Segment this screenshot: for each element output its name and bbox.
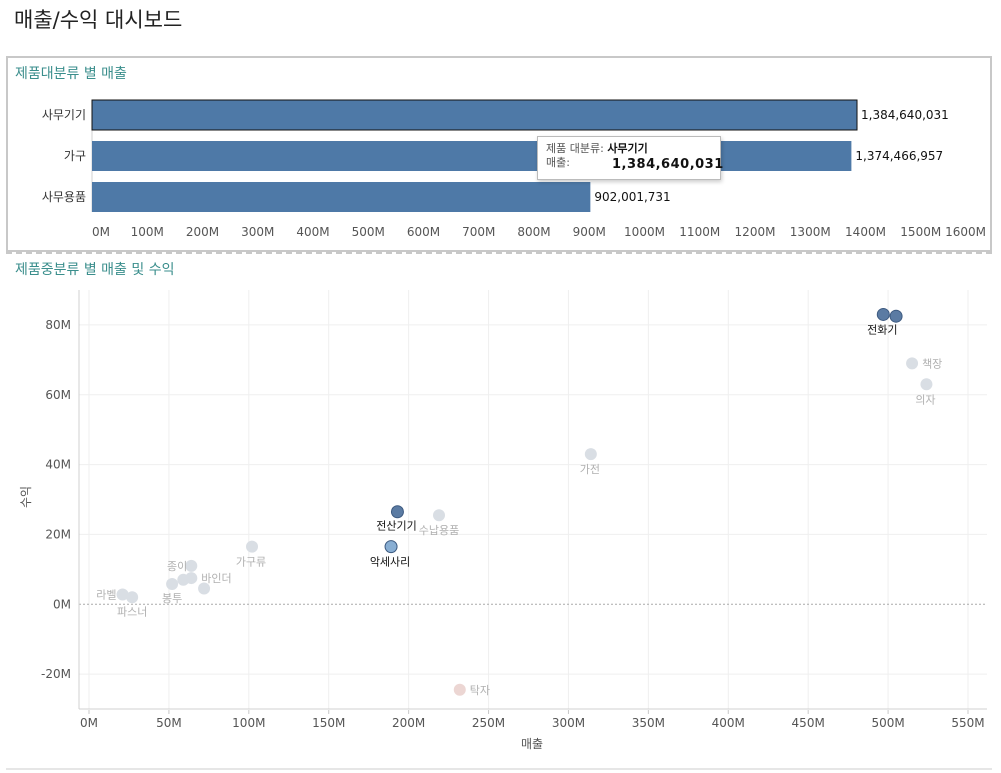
bar-x-tick-label: 1600M: [945, 225, 986, 239]
bar-x-tick-label: 600M: [407, 225, 440, 239]
scatter-x-tick-label: 300M: [552, 716, 585, 730]
bar-x-tick-label: 1200M: [735, 225, 776, 239]
scatter-y-tick-label: -20M: [41, 667, 71, 681]
bottom-border: [6, 768, 992, 770]
scatter-point[interactable]: [198, 582, 211, 595]
scatter-point[interactable]: [390, 505, 404, 519]
scatter-chart-title: 제품중분류 별 매출 및 수익: [15, 262, 175, 278]
bar-x-tick-label: 1100M: [679, 225, 720, 239]
scatter-x-tick-label: 500M: [871, 716, 904, 730]
scatter-point-label: 탁자: [470, 684, 490, 697]
bar-tooltip: 제품 대분류: 사무기기 매출: 1,384,640,031: [537, 136, 724, 180]
scatter-x-tick-label: 550M: [951, 716, 984, 730]
bar-value-label: 1,384,640,031: [861, 108, 949, 122]
scatter-point[interactable]: [584, 448, 597, 461]
bar-x-tick-label: 1300M: [790, 225, 831, 239]
scatter-y-tick-label: 40M: [45, 458, 71, 472]
scatter-x-tick-label: 50M: [156, 716, 182, 730]
scatter-y-tick-label: 0M: [53, 597, 71, 611]
bar-3[interactable]: [92, 182, 591, 212]
bar-x-tick-label: 0M: [92, 225, 110, 239]
bar-chart-panel: [6, 56, 992, 252]
bar-x-tick-label: 200M: [186, 225, 219, 239]
bar-x-tick-label: 300M: [241, 225, 274, 239]
scatter-x-axis-title: 매출: [521, 737, 543, 751]
scatter-point[interactable]: [166, 577, 179, 590]
scatter-point[interactable]: [116, 588, 129, 601]
scatter-point[interactable]: [876, 307, 890, 321]
scatter-point-label: 수납용품: [419, 524, 459, 537]
scatter-point-label: 책장: [922, 357, 942, 370]
tooltip-category-value: 사무기기: [607, 142, 648, 155]
panel-separator: [6, 252, 992, 254]
bar-1[interactable]: [91, 99, 858, 131]
scatter-x-tick-label: 150M: [312, 716, 345, 730]
scatter-point[interactable]: [453, 683, 466, 696]
scatter-point[interactable]: [177, 573, 190, 586]
bar-x-tick-label: 100M: [131, 225, 164, 239]
scatter-point-label: 전화기: [867, 323, 897, 336]
bar-value-label: 902,001,731: [594, 190, 670, 204]
bar-category-label: 사무기기: [42, 108, 86, 122]
scatter-y-axis-title: 수익: [19, 486, 33, 508]
scatter-point-label: 종이: [167, 560, 187, 573]
bar-2[interactable]: [92, 141, 852, 171]
scatter-point[interactable]: [246, 540, 259, 553]
bar-x-tick-label: 800M: [517, 225, 550, 239]
scatter-point-label: 바인더: [201, 572, 231, 585]
scatter-point[interactable]: [126, 591, 139, 604]
scatter-point[interactable]: [185, 559, 198, 572]
scatter-x-tick-label: 0M: [80, 716, 98, 730]
tooltip-sales-key: 매출:: [546, 156, 570, 169]
scatter-x-tick-label: 250M: [472, 716, 505, 730]
scatter-point-label: 가구류: [236, 556, 266, 569]
scatter-point-label: 의자: [915, 393, 935, 406]
bar-value-label: 1,374,466,957: [855, 149, 943, 163]
bar-x-tick-label: 400M: [296, 225, 329, 239]
bar-chart[interactable]: 0M 100M 200M 300M 400M 500M 600M 700M 800M 900M 10…: [0, 0, 1001, 252]
bar-chart-title: 제품대분류 별 매출: [15, 66, 127, 82]
bar-x-tick-label: 700M: [462, 225, 495, 239]
scatter-point[interactable]: [384, 540, 398, 554]
tooltip-sales-value: 1,384,640,031: [612, 157, 724, 172]
scatter-point-label: 파스너: [117, 605, 147, 618]
dashboard-title: 매출/수익 대시보드: [14, 8, 183, 32]
scatter-point[interactable]: [185, 572, 198, 585]
scatter-point-label: 악세사리: [370, 556, 410, 569]
scatter-y-tick-label: 20M: [45, 527, 71, 541]
bar-x-tick-label: 1500M: [900, 225, 941, 239]
scatter-x-tick-label: 350M: [632, 716, 665, 730]
bar-x-tick-label: 900M: [573, 225, 606, 239]
scatter-y-tick-label: 80M: [45, 318, 71, 332]
tooltip-category-key: 제품 대분류:: [546, 142, 604, 155]
scatter-x-tick-label: 400M: [712, 716, 745, 730]
scatter-point-label: 전산기기: [376, 520, 416, 533]
scatter-point[interactable]: [906, 357, 919, 370]
bar-x-tick-label: 1000M: [624, 225, 665, 239]
scatter-y-tick-label: 60M: [45, 388, 71, 402]
bar-x-tick-label: 1400M: [845, 225, 886, 239]
scatter-point-label: 가전: [580, 463, 600, 476]
bar-category-label: 사무용품: [42, 190, 86, 204]
scatter-point[interactable]: [920, 378, 933, 391]
scatter-point-label: 라벨: [96, 588, 116, 601]
scatter-x-tick-label: 200M: [392, 716, 425, 730]
bar-category-label: 가구: [64, 149, 86, 163]
scatter-point[interactable]: [433, 509, 446, 522]
scatter-point[interactable]: [889, 309, 903, 323]
scatter-x-tick-label: 100M: [232, 716, 265, 730]
scatter-x-tick-label: 450M: [792, 716, 825, 730]
scatter-point-label: 봉투: [162, 592, 182, 605]
bar-x-tick-label: 500M: [352, 225, 385, 239]
